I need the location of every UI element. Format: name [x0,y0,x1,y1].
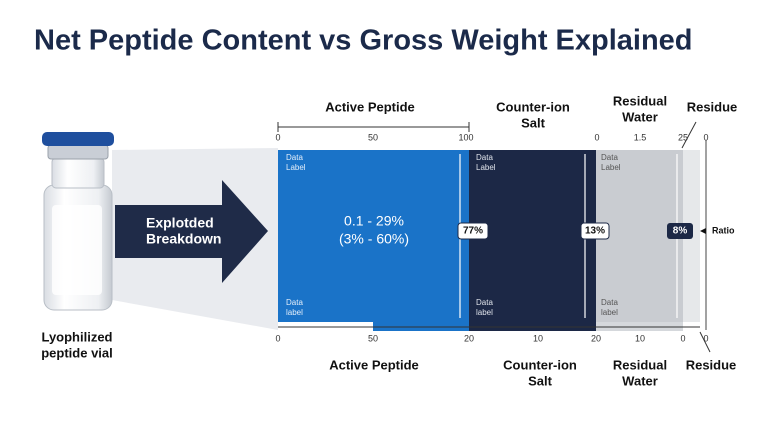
bottom-header: Salt [528,373,553,388]
top-scale-label: 25 [678,132,688,142]
data-label: Data [286,153,303,162]
data-label: Label [286,163,306,172]
bottom-scale-label: 20 [591,333,601,343]
top-header: Residue [687,99,738,114]
data-label: Label [601,163,621,172]
top-scale-label: 1.5 [634,132,647,142]
bottom-scale-label: 0 [703,333,708,343]
arrow-label: Explotded [146,215,214,231]
bottom-scale-label: 0 [275,333,280,343]
data-label: Data [476,153,493,162]
bottom-scale-label: 50 [368,333,378,343]
data-label: Data [286,298,303,307]
data-label: label [601,308,618,317]
bottom-scale-label: 10 [533,333,543,343]
data-label: Data [476,298,493,307]
badge [457,222,489,240]
bottom-scale-label: 0 [680,333,685,343]
title: Net Peptide Content vs Gross Weight Expl… [34,25,693,57]
vial-label: peptide vial [41,345,113,360]
top-header: Salt [521,115,546,130]
segment-active-peptide [278,150,469,322]
leader [699,331,711,353]
arrow [115,180,268,283]
leader [681,121,697,149]
badge [580,222,610,240]
badge-text: 77% [463,226,483,237]
top-scale-label: 0 [275,132,280,142]
ratio-label: Ratio [712,225,735,235]
top-scale-label: 50 [368,132,378,142]
bottom-header: Counter-ion [503,357,577,372]
center-text: 0.1 - 29% [344,213,404,229]
segment-counter-ion [469,150,596,322]
badge [667,223,693,239]
bottom-header: Residue [686,357,737,372]
top-header: Active Peptide [325,99,415,114]
vial [42,132,114,311]
axes [277,122,700,328]
data-label: label [476,308,493,317]
data-label: Label [476,163,496,172]
badge-text: 13% [585,226,605,237]
data-label: Data [601,298,618,307]
data-label: label [286,308,303,317]
center-text: (3% - 60%) [339,231,409,247]
bottom-scale-label: 20 [464,333,474,343]
badge-text: 8% [673,226,688,237]
arrow-label: Breakdown [146,231,221,247]
top-header: Residual [613,93,667,108]
bottom-scale-label: 10 [635,333,645,343]
bottom-header: Active Peptide [329,357,419,372]
ratio-arrow [700,228,706,234]
top-scale-label: 0 [594,132,599,142]
top-header: Water [622,109,658,124]
top-scale-label: 100 [458,132,473,142]
vial-label: Lyophilized [41,329,112,344]
bottom-header: Water [622,373,658,388]
bottom-header: Residual [613,357,667,372]
top-header: Counter-ion [496,99,570,114]
data-label: Data [601,153,618,162]
top-scale-label: 0 [703,132,708,142]
